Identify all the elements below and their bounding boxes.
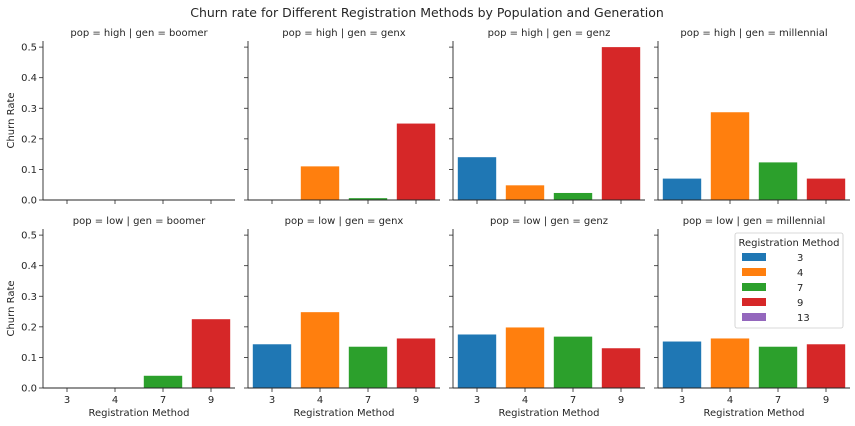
bar-9 — [806, 178, 846, 200]
panel-title: pop = high | gen = genx — [282, 28, 405, 39]
bar-9 — [396, 338, 436, 388]
bar-7 — [758, 162, 798, 200]
x-tick-label: 9 — [413, 395, 419, 406]
x-axis-label: Registration Method — [704, 408, 805, 419]
chart-title: Churn rate for Different Registration Me… — [190, 5, 664, 20]
panel-title: pop = high | gen = genz — [488, 28, 611, 39]
bar-7 — [348, 346, 388, 388]
y-tick-label: 0.2 — [21, 134, 37, 145]
x-tick-label: 3 — [679, 395, 685, 406]
bar-7 — [758, 346, 798, 388]
bar-9 — [601, 47, 641, 200]
bar-3 — [457, 334, 497, 388]
panel-title: pop = high | gen = boomer — [70, 28, 208, 39]
legend-label: 4 — [797, 268, 803, 279]
y-tick-label: 0.4 — [21, 73, 37, 84]
legend-label: 13 — [797, 313, 810, 324]
bar-7 — [553, 192, 593, 200]
x-tick-label: 7 — [160, 395, 166, 406]
x-tick-label: 3 — [64, 395, 70, 406]
bar-4 — [300, 166, 340, 200]
x-axis-label: Registration Method — [294, 408, 395, 419]
panel-title: pop = low | gen = genz — [490, 216, 608, 227]
x-tick-label: 4 — [522, 395, 528, 406]
bar-3 — [662, 341, 702, 388]
legend-label: 9 — [797, 298, 803, 309]
legend-label: 3 — [797, 253, 803, 264]
bar-4 — [505, 327, 545, 388]
legend-label: 7 — [797, 283, 803, 294]
x-tick-label: 4 — [112, 395, 118, 406]
x-tick-label: 4 — [317, 395, 323, 406]
bar-9 — [601, 348, 641, 388]
x-axis-label: Registration Method — [89, 408, 190, 419]
panel-title: pop = low | gen = boomer — [73, 216, 206, 227]
bar-9 — [191, 319, 231, 388]
bar-3 — [457, 157, 497, 200]
x-tick-label: 7 — [570, 395, 576, 406]
y-tick-label: 0.4 — [21, 261, 37, 272]
legend-swatch — [742, 268, 766, 276]
x-tick-label: 9 — [618, 395, 624, 406]
legend-swatch — [742, 253, 766, 261]
bar-4 — [505, 185, 545, 200]
bar-9 — [396, 123, 436, 200]
panel-title: pop = low | gen = genx — [285, 216, 404, 227]
legend-swatch — [742, 313, 766, 321]
bar-7 — [348, 198, 388, 200]
legend-swatch — [742, 298, 766, 306]
x-tick-label: 3 — [474, 395, 480, 406]
y-tick-label: 0.0 — [21, 196, 37, 207]
x-tick-label: 3 — [269, 395, 275, 406]
bar-4 — [710, 112, 750, 200]
legend-swatch — [742, 283, 766, 291]
y-tick-label: 0.3 — [21, 104, 37, 115]
y-tick-label: 0.2 — [21, 322, 37, 333]
x-axis-label: Registration Method — [499, 408, 600, 419]
y-tick-label: 0.5 — [21, 43, 37, 54]
y-tick-label: 0.1 — [21, 353, 37, 364]
x-tick-label: 7 — [775, 395, 781, 406]
bar-3 — [662, 178, 702, 200]
bar-9 — [806, 344, 846, 388]
x-tick-label: 9 — [208, 395, 214, 406]
x-tick-label: 7 — [365, 395, 371, 406]
bar-7 — [553, 336, 593, 388]
x-tick-label: 9 — [823, 395, 829, 406]
bar-4 — [300, 312, 340, 388]
y-tick-label: 0.1 — [21, 165, 37, 176]
y-tick-label: 0.0 — [21, 384, 37, 395]
bar-7 — [143, 375, 183, 388]
x-tick-label: 4 — [727, 395, 733, 406]
panel-title: pop = low | gen = millennial — [683, 216, 826, 227]
legend-title: Registration Method — [739, 238, 840, 249]
y-tick-label: 0.5 — [21, 231, 37, 242]
y-axis-label: Churn Rate — [6, 92, 17, 148]
panel-title: pop = high | gen = millennial — [680, 28, 827, 39]
y-axis-label: Churn Rate — [6, 280, 17, 336]
bar-4 — [710, 338, 750, 388]
bar-3 — [252, 344, 292, 388]
y-tick-label: 0.3 — [21, 292, 37, 303]
